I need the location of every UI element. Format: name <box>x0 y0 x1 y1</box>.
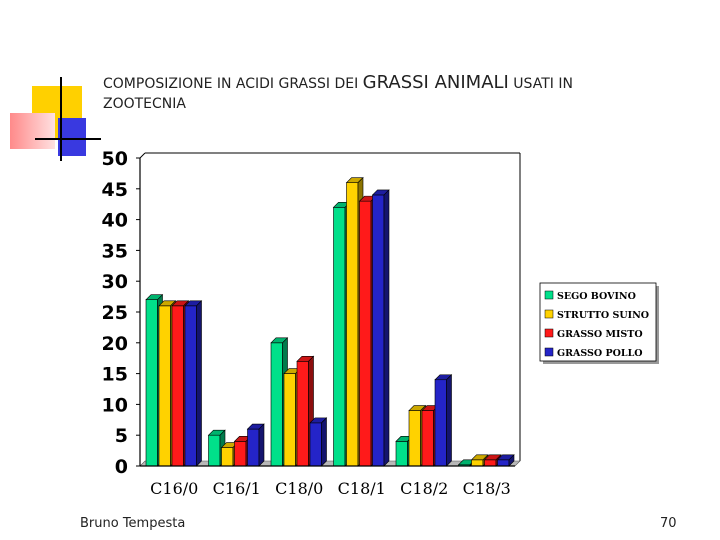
x-tick-label: C16/0 <box>150 479 198 498</box>
bar <box>221 447 234 467</box>
y-tick-label: 0 <box>115 456 128 478</box>
bar <box>208 434 221 467</box>
decor-red-gradient <box>10 113 55 149</box>
decor-vertical-line <box>60 77 62 161</box>
slide-title-line2: ZOOTECNIA <box>103 96 186 112</box>
bar-side <box>196 300 202 467</box>
y-tick-label: 5 <box>115 425 128 447</box>
plot-top-edge <box>140 153 520 158</box>
y-tick-label: 15 <box>102 364 128 386</box>
x-tick-label: C18/2 <box>400 479 448 498</box>
bar <box>270 342 283 467</box>
bar <box>184 305 197 467</box>
bar <box>372 194 385 467</box>
x-tick-label: C18/3 <box>463 479 511 498</box>
legend-swatch <box>544 309 554 319</box>
bar <box>346 182 359 467</box>
page-number: 70 <box>660 516 677 531</box>
bar <box>333 206 346 467</box>
bar-side <box>321 417 327 467</box>
bar-side <box>446 374 452 467</box>
legend-label: SEGO BOVINO <box>557 291 636 302</box>
title-part1: COMPOSIZIONE IN ACIDI GRASSI DEI <box>103 76 363 92</box>
legend-label: GRASSO MISTO <box>557 329 643 340</box>
bar <box>145 299 158 467</box>
bar-side <box>508 454 515 467</box>
bar <box>234 441 247 467</box>
bar-side <box>258 423 265 467</box>
y-tick-label: 20 <box>102 333 128 355</box>
bar <box>296 360 309 467</box>
y-tick-label: 45 <box>102 179 128 201</box>
bar <box>484 459 497 467</box>
y-tick-label: 25 <box>102 302 128 324</box>
bar <box>158 305 171 467</box>
bar-side <box>383 189 390 467</box>
bar <box>421 410 434 467</box>
y-tick-label: 40 <box>102 210 128 232</box>
bar <box>283 373 296 467</box>
bar <box>471 459 484 467</box>
title-part2: GRASSI ANIMALI <box>362 72 509 93</box>
y-tick-label: 50 <box>102 148 128 170</box>
decor-blue-square <box>58 118 86 156</box>
bar <box>434 379 447 467</box>
slide-title: COMPOSIZIONE IN ACIDI GRASSI DEI GRASSI … <box>103 72 573 93</box>
bar <box>171 305 184 467</box>
legend-swatch <box>544 290 554 300</box>
bar <box>408 410 421 467</box>
x-tick-label: C18/0 <box>275 479 323 498</box>
bar <box>395 441 408 467</box>
y-tick-label: 10 <box>102 394 128 416</box>
decor-horizontal-line <box>35 138 101 140</box>
legend-label: GRASSO POLLO <box>557 348 643 359</box>
title-part3: USATI IN <box>508 76 573 92</box>
legend-box <box>539 282 657 362</box>
legend-swatch <box>544 347 554 357</box>
x-tick-label: C16/1 <box>213 479 261 498</box>
legend-swatch <box>544 328 554 338</box>
legend-label: STRUTTO SUINO <box>557 310 649 321</box>
x-tick-label: C18/1 <box>338 479 386 498</box>
y-tick-label: 35 <box>102 240 128 262</box>
plot-corner <box>139 152 146 159</box>
footer-author: Bruno Tempesta <box>80 516 186 531</box>
bar <box>359 200 372 467</box>
bar <box>309 422 322 467</box>
bar <box>497 459 510 467</box>
bar <box>247 428 260 467</box>
y-tick-label: 30 <box>102 271 128 293</box>
